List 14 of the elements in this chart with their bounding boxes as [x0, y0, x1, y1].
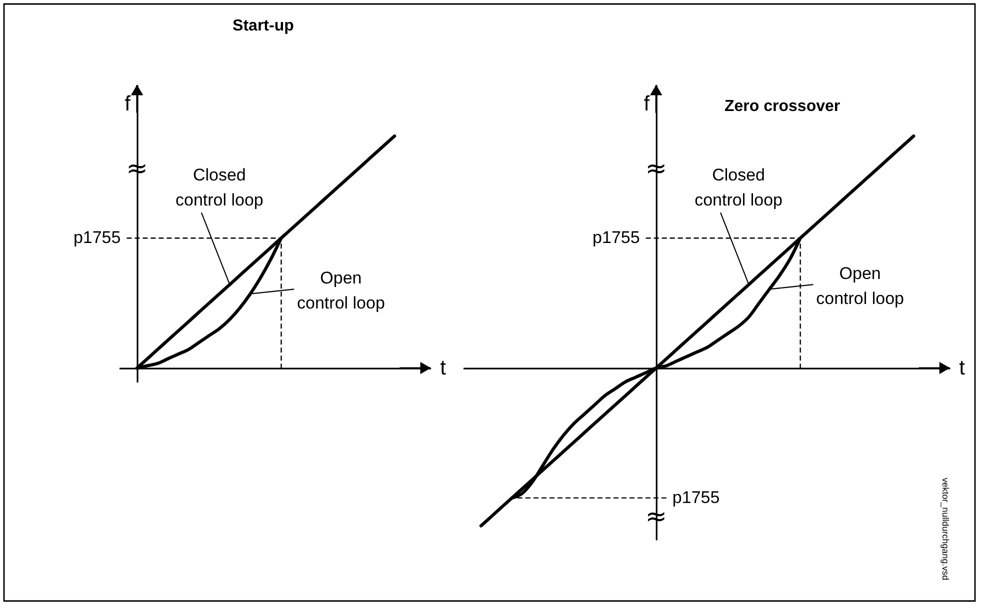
chart-title: Zero crossover — [724, 98, 840, 116]
series-label: Closed control loop — [694, 166, 782, 210]
ref-line-label: p1755 — [592, 228, 640, 248]
series-label: Open control loop — [816, 264, 904, 308]
series-label: Open control loop — [297, 268, 385, 313]
x-axis-title: t — [959, 356, 966, 380]
series-label: Closed control loop — [175, 166, 264, 210]
ref-line-label: p1755 — [73, 228, 121, 248]
text: vektor_nulldurchgang.vsd — [940, 478, 951, 580]
ref-line-label: p1755 — [672, 488, 720, 507]
x-axis-title: t — [440, 356, 446, 380]
y-axis-title: f — [124, 92, 131, 116]
chart-title: Start-up — [232, 17, 294, 34]
y-axis-title: f — [644, 92, 650, 116]
